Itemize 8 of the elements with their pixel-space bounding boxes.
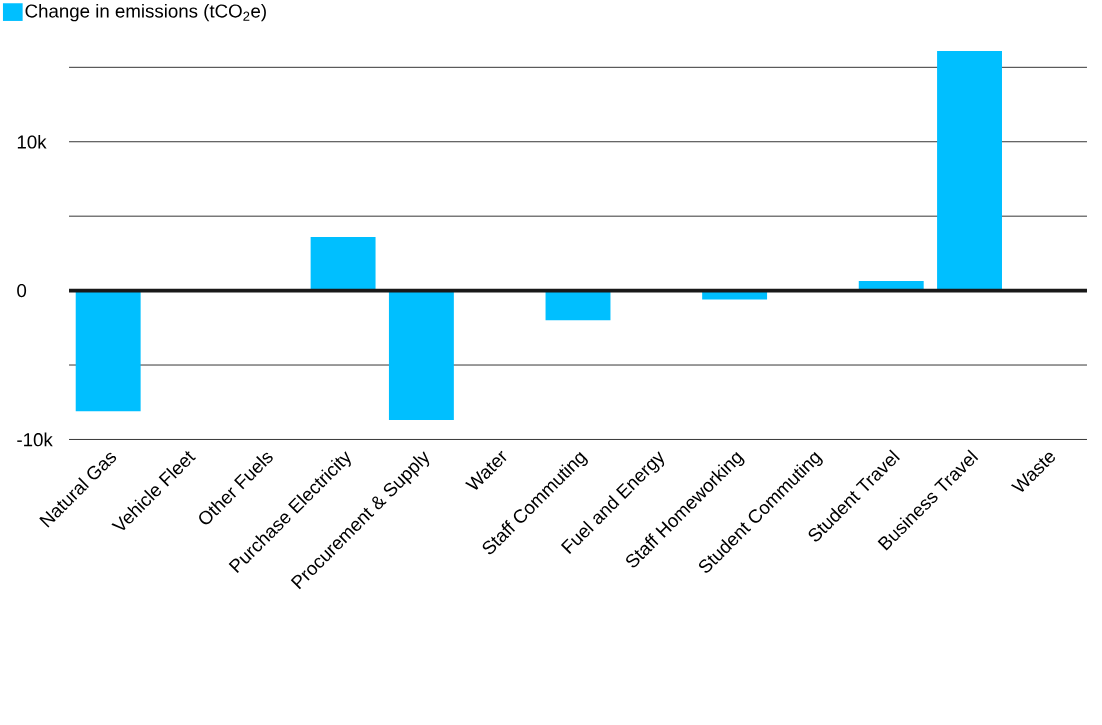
bar (310, 236, 376, 291)
bar (75, 290, 141, 412)
bar (388, 290, 454, 420)
y-tick-label: 10k (17, 134, 47, 149)
bar (937, 50, 1002, 291)
legend-label: Change in emissions (tCO$_{2}$e) (25, 3, 266, 22)
y-tick-label: -10k (17, 432, 53, 447)
y-tick-label: 0 (17, 283, 27, 298)
